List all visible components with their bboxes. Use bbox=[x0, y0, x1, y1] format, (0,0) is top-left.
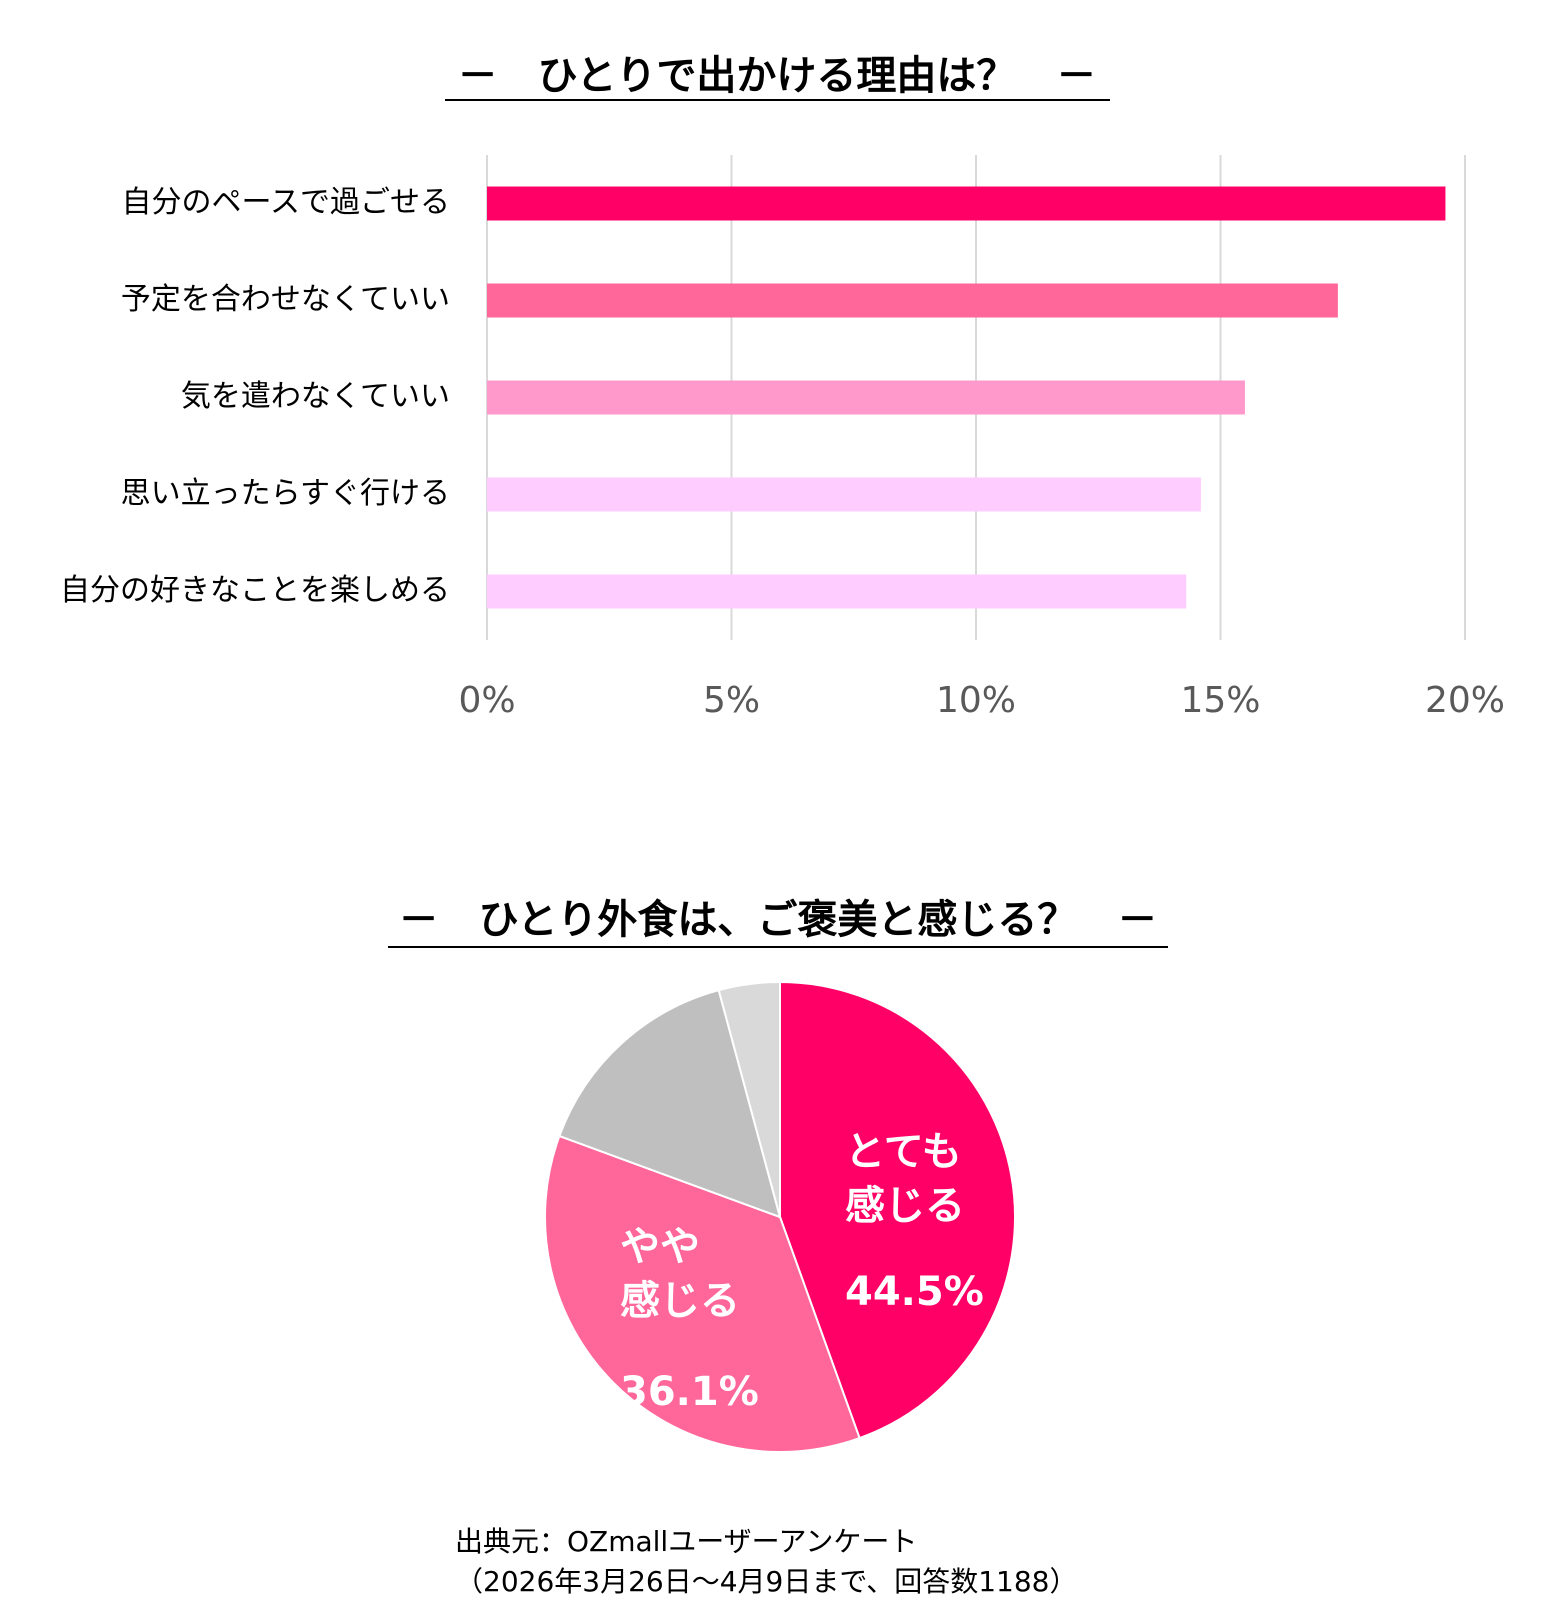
bar bbox=[487, 574, 1187, 609]
source: （2026年3月26日～4月9日まで、回答数1188） bbox=[455, 1565, 1078, 1598]
chart-title: － ひとりで出かける理由は？ － bbox=[458, 53, 1097, 99]
y-tick-label: 予定を合わせなくていい bbox=[121, 282, 450, 317]
slice-label: やや 感じる bbox=[620, 1224, 740, 1324]
y-tick-label: 思い立ったらすぐ行ける bbox=[121, 476, 450, 511]
y-tick-label: 気を遣わなくていい bbox=[181, 379, 450, 414]
source: 出典元：OZmallユーザーアンケート bbox=[455, 1525, 918, 1558]
bar bbox=[487, 477, 1201, 512]
x-tick-label: 10% bbox=[936, 680, 1016, 721]
pie-slice bbox=[779, 980, 1016, 1440]
y-tick-label: 自分の好きなことを楽しめる bbox=[60, 573, 450, 608]
slice-label: とても 感じる bbox=[845, 1129, 965, 1229]
pie-slice bbox=[544, 1134, 861, 1453]
x-tick-label: 20% bbox=[1425, 680, 1505, 721]
y-tick-label: 自分のペースで過ごせる bbox=[122, 185, 451, 220]
x-tick-label: 0% bbox=[458, 680, 515, 721]
bar bbox=[487, 186, 1446, 221]
bar bbox=[487, 380, 1245, 415]
chart-title: － ひとり外食は、ご褒美と感じる？ － bbox=[399, 897, 1158, 943]
bar bbox=[487, 283, 1338, 318]
pie-slice bbox=[558, 988, 782, 1219]
x-tick-label: 5% bbox=[703, 680, 760, 721]
slice-value: 44.5% bbox=[845, 1269, 984, 1315]
x-tick-label: 15% bbox=[1180, 680, 1260, 721]
slice-value: 36.1% bbox=[620, 1369, 759, 1415]
pie-slice bbox=[717, 980, 781, 1218]
